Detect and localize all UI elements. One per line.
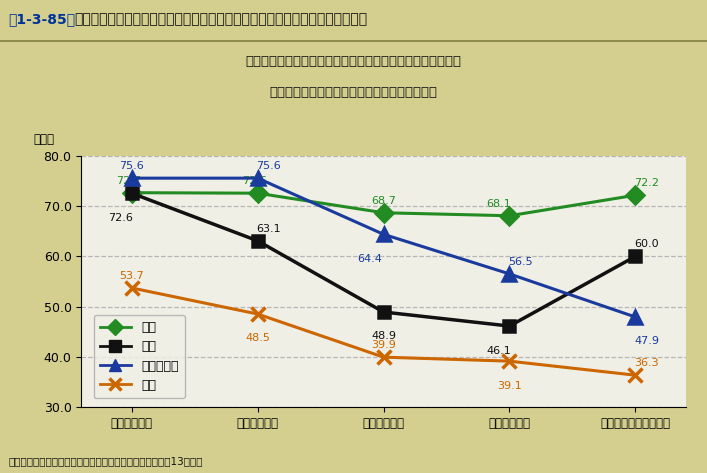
Text: 64.4: 64.4 (357, 254, 382, 264)
Text: 47.9: 47.9 (634, 336, 659, 347)
Line: 算数・数学: 算数・数学 (124, 171, 643, 324)
国語 (506, 213, 514, 219)
社会 (379, 309, 387, 315)
Text: 53.7: 53.7 (119, 271, 144, 281)
Text: 「そう思う」＋「どちらかというとそう思う」: 「そう思う」＋「どちらかというとそう思う」 (269, 86, 438, 99)
Text: 39.1: 39.1 (497, 381, 522, 391)
理科 (379, 354, 387, 360)
Text: 68.7: 68.7 (371, 196, 396, 206)
社会 (631, 254, 640, 259)
Line: 社会: 社会 (125, 187, 642, 333)
Text: 75.6: 75.6 (119, 161, 144, 171)
算数・数学 (253, 175, 262, 181)
Text: 48.5: 48.5 (245, 333, 270, 343)
Text: 各学年における各教科を勉強すればふだんの生活や社会に役立つと思う割合: 各学年における各教科を勉強すればふだんの生活や社会に役立つと思う割合 (74, 12, 368, 26)
理科 (506, 359, 514, 364)
算数・数学 (127, 175, 136, 181)
Text: 68.1: 68.1 (486, 199, 510, 209)
Line: 理科: 理科 (124, 281, 643, 382)
社会 (127, 190, 136, 196)
国語 (253, 190, 262, 196)
算数・数学 (631, 314, 640, 320)
Text: 63.1: 63.1 (257, 224, 281, 234)
Text: 56.5: 56.5 (508, 257, 533, 267)
Text: 60.0: 60.0 (634, 239, 659, 249)
Text: 当該教科を勉強すればふだんの生活や社会に出てから役立つ: 当該教科を勉強すればふだんの生活や社会に出てから役立つ (245, 55, 462, 69)
Text: 72.7: 72.7 (117, 176, 141, 186)
算数・数学 (379, 231, 387, 237)
国語 (631, 193, 640, 198)
Text: 75.6: 75.6 (257, 161, 281, 171)
Text: 48.9: 48.9 (371, 332, 396, 342)
Legend: 国語, 社会, 算数・数学, 理科: 国語, 社会, 算数・数学, 理科 (93, 315, 185, 398)
国語 (379, 210, 387, 216)
国語 (127, 190, 136, 195)
Text: 第1-3-85図: 第1-3-85図 (8, 12, 76, 26)
社会 (253, 238, 262, 244)
Text: 72.6: 72.6 (108, 213, 133, 223)
Text: 資料：国立教育政策研究所「教育課程実施状況調査（平成13年）」: 資料：国立教育政策研究所「教育課程実施状況調査（平成13年）」 (8, 456, 203, 466)
Text: 72.6: 72.6 (243, 176, 267, 186)
理科 (631, 372, 640, 378)
理科 (127, 285, 136, 291)
社会 (506, 323, 514, 329)
Line: 国語: 国語 (125, 186, 642, 222)
理科 (253, 311, 262, 317)
Text: 72.2: 72.2 (634, 178, 659, 188)
算数・数学 (506, 271, 514, 277)
Text: 46.1: 46.1 (486, 345, 510, 356)
Text: （％）: （％） (33, 133, 54, 146)
Text: 39.9: 39.9 (371, 340, 396, 350)
Text: 36.3: 36.3 (634, 358, 659, 368)
